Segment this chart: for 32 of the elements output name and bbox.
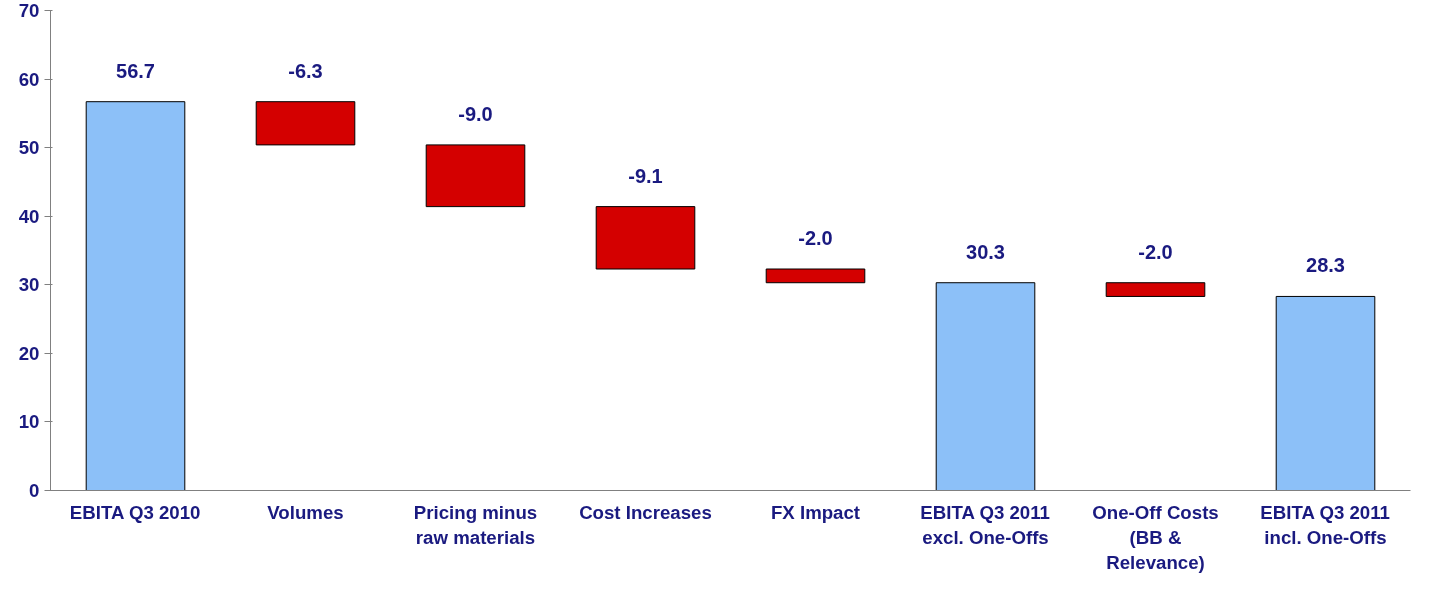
data-label: -9.1 [628, 164, 663, 187]
data-label: -9.0 [458, 102, 493, 125]
x-tick-label: EBITA Q3 2011 excl. One-Offs [920, 501, 1050, 548]
data-label: 56.7 [116, 59, 155, 82]
bar [595, 206, 696, 270]
bar [85, 101, 186, 491]
data-label: 28.3 [1306, 254, 1345, 277]
y-tick-label: 70 [18, 0, 40, 21]
bar [1105, 282, 1206, 297]
y-tick-label: 20 [18, 342, 40, 364]
x-tick-label: EBITA Q3 2011 incl. One-Offs [1260, 501, 1390, 548]
y-tick-label: 40 [18, 205, 40, 227]
y-tick-label: 50 [18, 137, 40, 159]
bar [765, 268, 866, 284]
bar [255, 101, 356, 146]
data-label: -2.0 [1138, 240, 1173, 263]
data-label: 30.3 [966, 240, 1005, 263]
bar [1275, 295, 1376, 491]
y-tick-label: 0 [29, 480, 40, 501]
bar [425, 144, 526, 208]
data-label: -2.0 [798, 227, 833, 250]
y-tick-label: 60 [18, 68, 40, 90]
y-tick-label: 10 [18, 411, 40, 433]
bar [935, 282, 1036, 491]
x-tick-label: FX Impact [770, 501, 861, 523]
x-tick-label: EBITA Q3 2010 [69, 501, 201, 523]
y-tick-label: 30 [18, 274, 40, 296]
data-label: -6.3 [288, 59, 323, 82]
x-tick-label: Volumes [267, 501, 344, 523]
x-tick-label: Cost Increases [579, 501, 712, 523]
x-tick-label: Pricing minus raw materials [413, 501, 538, 548]
x-tick-label: One-Off Costs (BB & Relevance) [1092, 501, 1219, 573]
